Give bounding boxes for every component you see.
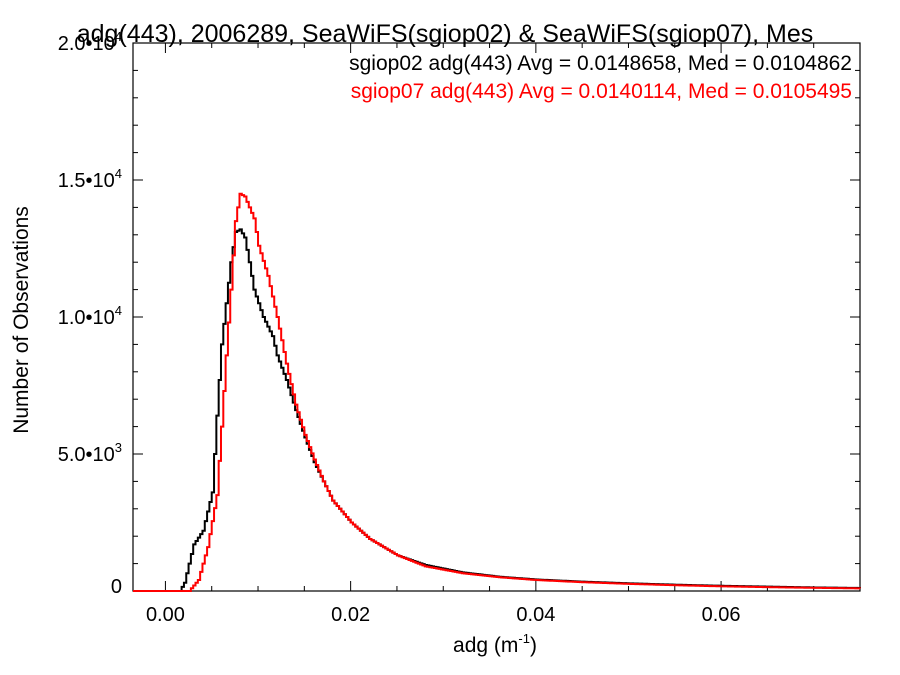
x-axis-label-close: ) [530, 634, 537, 657]
y-tick-mantissa: 1.0•10 [58, 307, 115, 329]
x-tick-label: 0.02 [331, 604, 370, 626]
chart-title: adg(443), 2006289, SeaWiFS(sgiop02) & Se… [77, 20, 813, 48]
y-tick-exponent: 4 [115, 29, 122, 44]
y-tick-exponent: 4 [115, 166, 122, 181]
y-tick-label: 5.0•103 [58, 440, 122, 466]
y-tick-exponent: 4 [115, 303, 122, 318]
y-tick-mantissa: 2.0•10 [58, 33, 115, 55]
x-tick-label: 0.00 [146, 604, 185, 626]
x-axis-label-main: adg (m [453, 634, 518, 657]
x-tick-label: 0.04 [516, 604, 555, 626]
series-line-sgiop07 [133, 192, 861, 592]
legend-entry-sgiop02: sgiop02 adg(443) Avg = 0.0148658, Med = … [349, 52, 852, 75]
x-axis-label-exponent: -1 [518, 631, 530, 646]
legend-entry-sgiop07: sgiop07 adg(443) Avg = 0.0140114, Med = … [351, 80, 852, 103]
y-tick-label: 1.0•104 [58, 303, 122, 329]
y-tick-mantissa: 1.5•10 [58, 170, 115, 192]
data-series [133, 192, 861, 592]
y-tick-mantissa: 0 [111, 576, 122, 598]
series-line-sgiop02 [133, 228, 861, 592]
y-tick-label: 2.0•104 [58, 29, 122, 55]
y-axis-label: Number of Observations [10, 206, 33, 434]
x-axis-label: adg (m-1) [453, 631, 537, 657]
y-tick-label: 1.5•104 [58, 166, 122, 192]
axis-tick-labels: 0.00 0.02 0.04 0.0605.0•1031.0•1041.5•1042.… [58, 29, 741, 626]
y-tick-mantissa: 5.0•10 [58, 444, 115, 466]
axis-ticks [133, 42, 861, 592]
x-tick-label: 0.06 [702, 604, 741, 626]
y-tick-label: 0 [111, 576, 122, 598]
y-axis-label-text: Number of Observations [10, 206, 33, 434]
plot-frame [132, 42, 861, 592]
y-tick-exponent: 3 [115, 440, 122, 455]
